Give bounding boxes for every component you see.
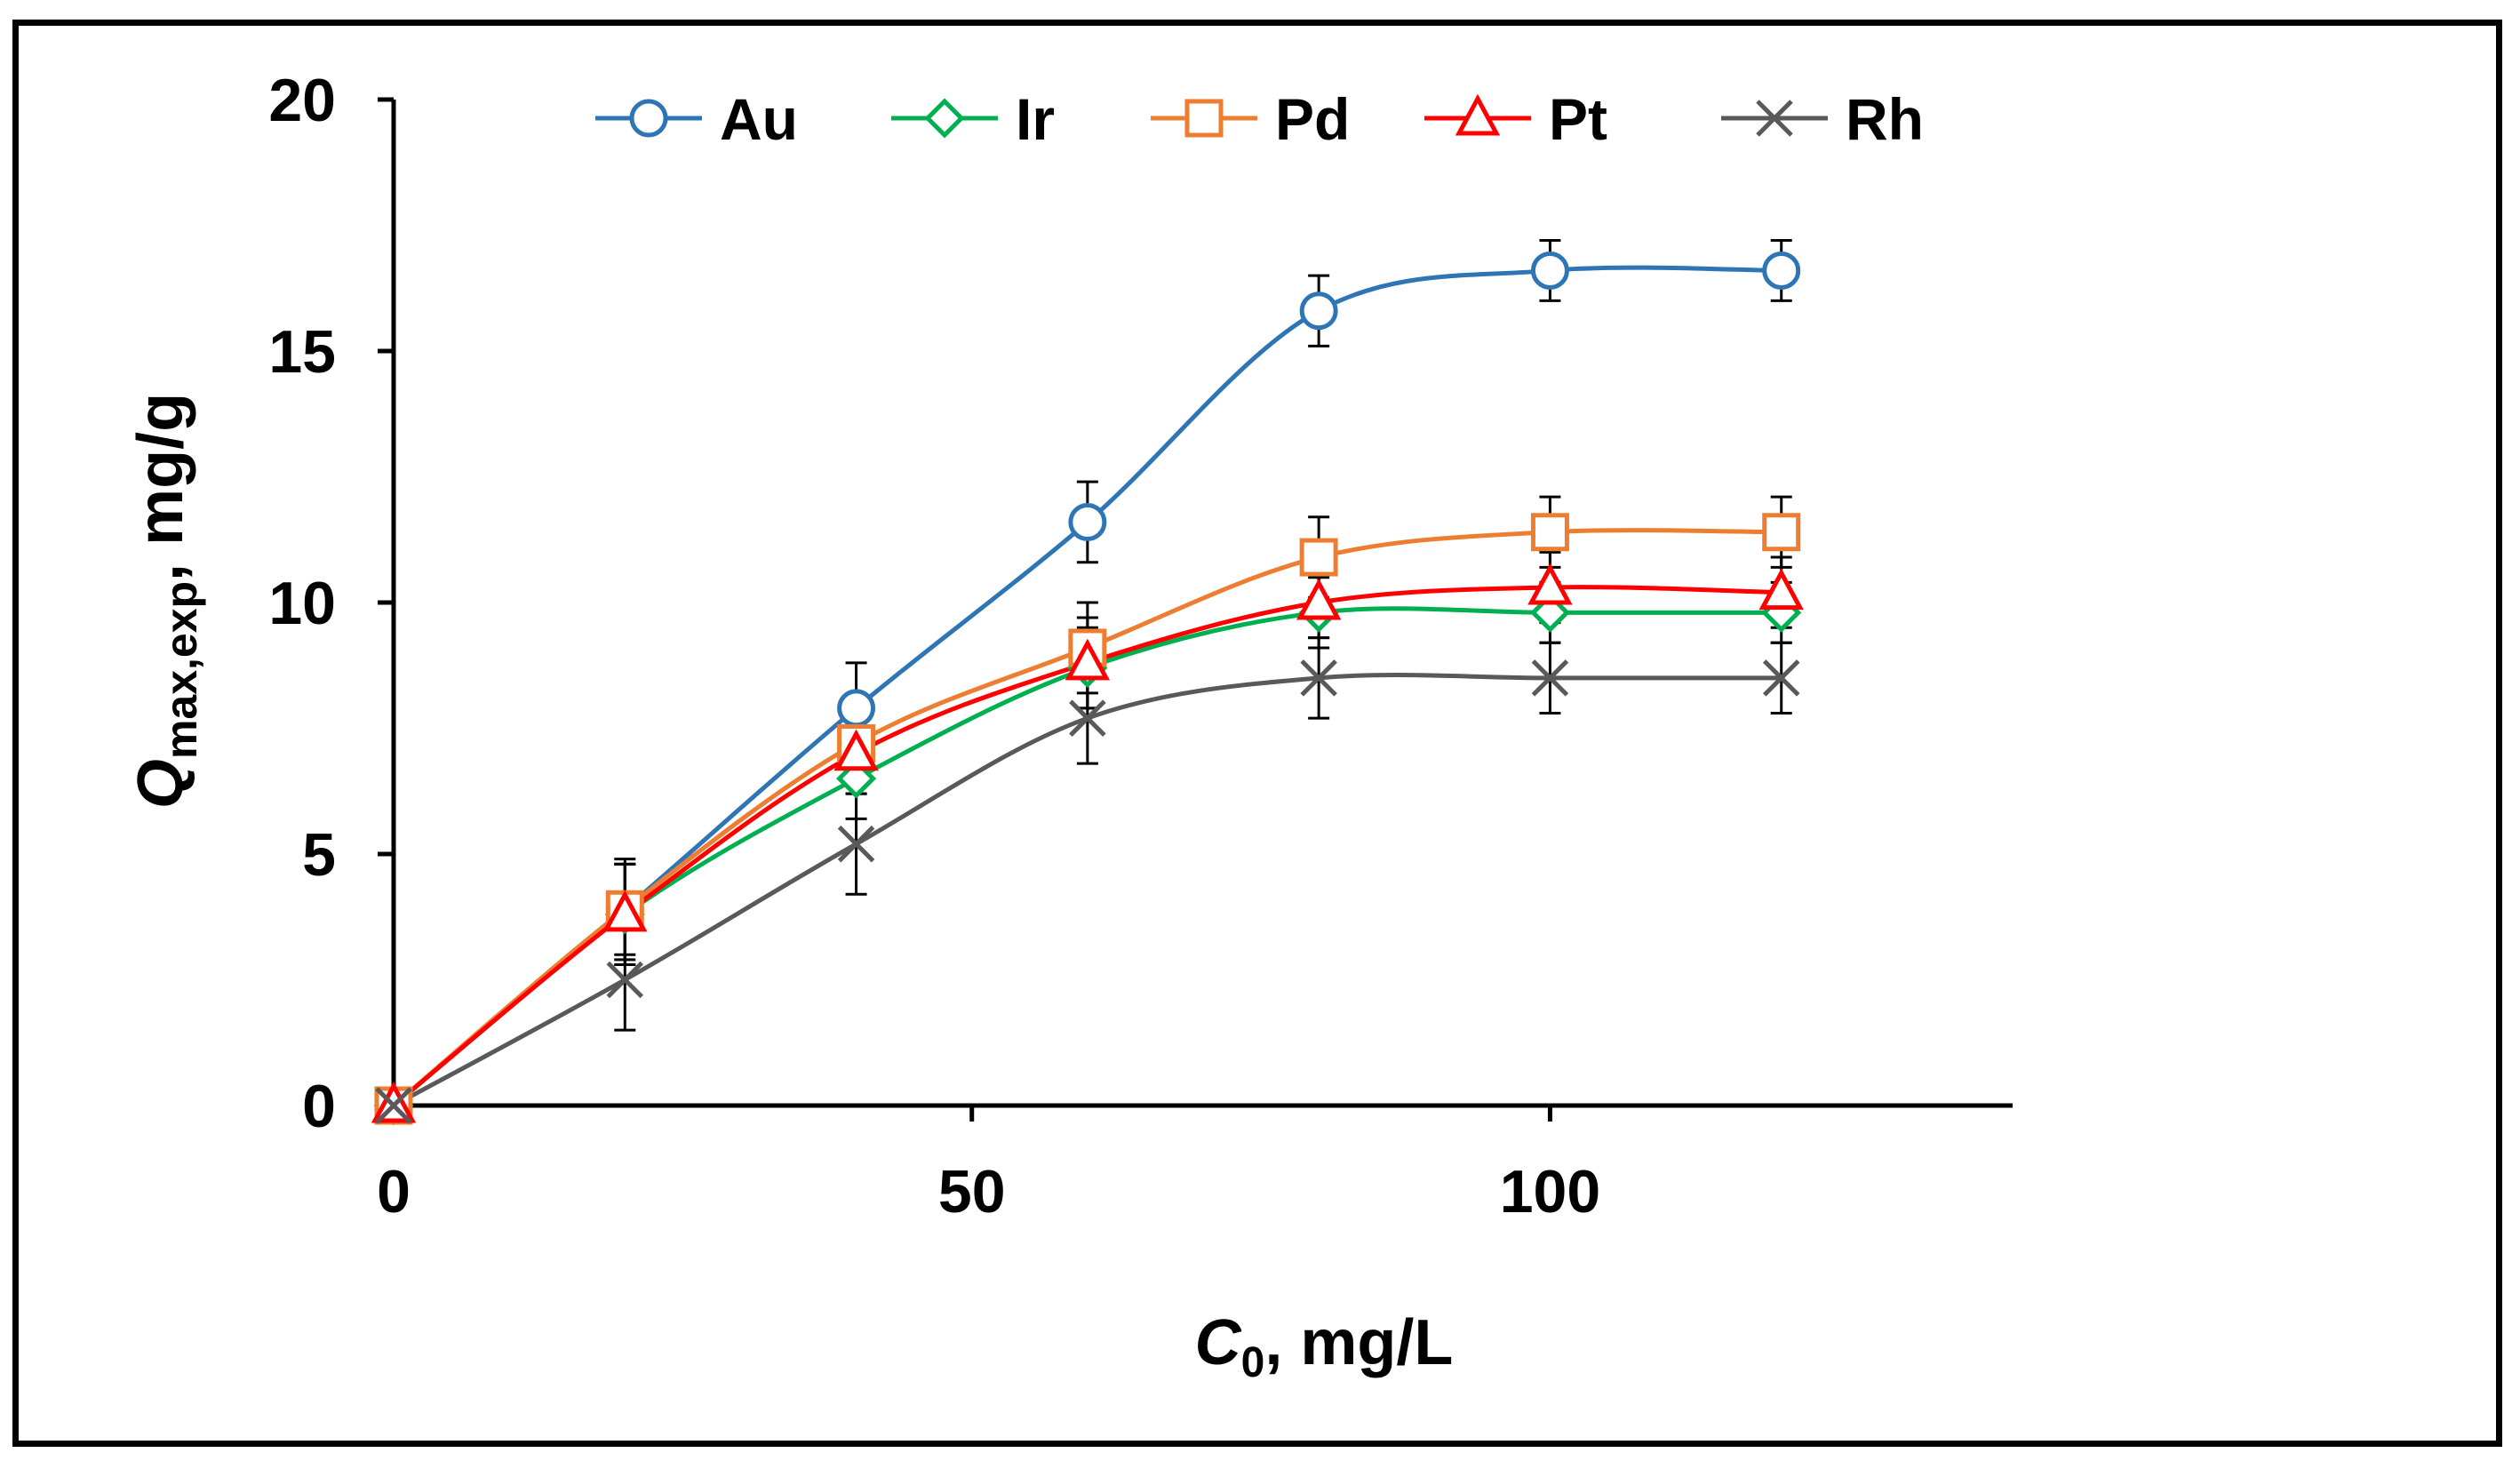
legend: Au Ir Pd Pt Rh (595, 86, 1924, 152)
y-tick-label: 20 (268, 67, 336, 134)
x-axis-label: C0, mg/L (1195, 1307, 1454, 1386)
rh-data-point (606, 961, 644, 999)
legend-au-label: Au (720, 86, 798, 152)
x-tick-label: 50 (938, 1158, 1006, 1225)
au-data-point (837, 689, 876, 728)
rh-data-point (1531, 659, 1569, 697)
pt-data-point (833, 729, 879, 771)
legend-rh-marker (1756, 100, 1793, 137)
legend-ir-marker (924, 98, 965, 139)
y-tick-label: 0 (302, 1073, 336, 1140)
y-tick-label: 15 (268, 318, 336, 386)
legend-ir-label: Ir (1016, 86, 1055, 152)
rh-data-point (1762, 659, 1800, 697)
figure-frame (12, 20, 2502, 1447)
data-markers (371, 251, 1804, 1126)
legend-pt-label: Pt (1549, 86, 1607, 152)
ticks (378, 97, 1552, 1122)
legend-rh-label: Rh (1846, 86, 1924, 152)
pt-data-point (1527, 563, 1573, 605)
pd-data-point (1762, 513, 1801, 552)
pt-data-point (1758, 568, 1804, 611)
pd-data-point (1299, 538, 1338, 577)
y-axis-label: Qmax,exp, mg/g (125, 393, 206, 809)
legend-pd-label: Pd (1275, 86, 1350, 152)
pt-data-point (1296, 578, 1342, 620)
x-tick-label: 100 (1500, 1158, 1600, 1225)
rh-data-point (375, 1087, 412, 1124)
x-tick-label: 0 (377, 1158, 411, 1225)
au-data-point (1068, 502, 1107, 541)
pd-data-point (1530, 513, 1569, 552)
y-tick-label: 10 (268, 570, 336, 637)
rh-data-point (837, 825, 875, 863)
pt-data-point (1065, 638, 1111, 681)
tick-labels: 0 5 10 15 20 0 50 100 (268, 67, 1600, 1225)
rh-data-point (1069, 699, 1106, 737)
legend-pd-marker (1184, 99, 1224, 138)
legend-au-marker (629, 99, 668, 138)
pt-data-point (602, 890, 648, 932)
au-data-point (1762, 251, 1801, 290)
au-data-point (1299, 291, 1338, 331)
legend-pt-marker (1455, 93, 1501, 136)
y-tick-label: 5 (302, 821, 336, 889)
rh-data-point (1300, 659, 1337, 697)
au-data-point (1530, 251, 1569, 290)
